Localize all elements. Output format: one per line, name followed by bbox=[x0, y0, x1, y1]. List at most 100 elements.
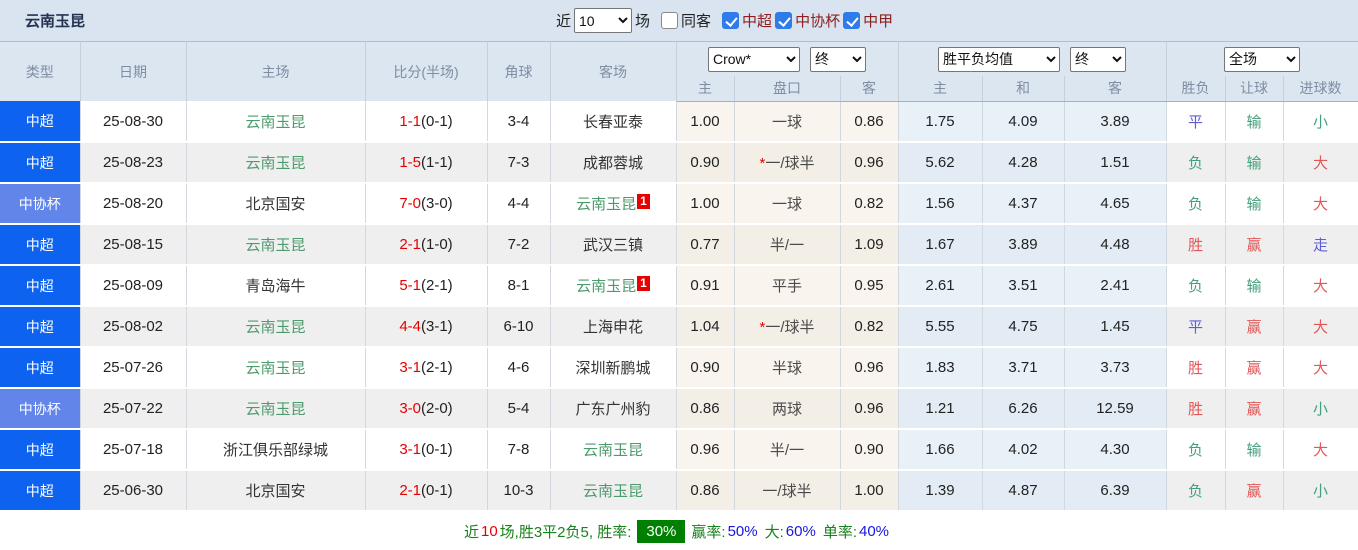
corners-cell: 7-8 bbox=[487, 429, 551, 471]
date-cell: 25-08-30 bbox=[80, 101, 187, 143]
same-away-checkbox[interactable] bbox=[661, 12, 679, 29]
ah-home-odds-cell: 0.77 bbox=[676, 224, 735, 266]
subcol-avg-draw: 和 bbox=[982, 76, 1065, 102]
date-cell: 25-08-15 bbox=[80, 224, 187, 266]
date-cell: 25-07-26 bbox=[80, 347, 187, 389]
ah-home-odds-cell: 1.00 bbox=[676, 101, 735, 143]
away-team-cell: 上海申花 bbox=[550, 306, 677, 348]
away-team-name: 武汉三镇 bbox=[582, 237, 643, 254]
goals-result-cell: 走 bbox=[1283, 224, 1358, 266]
home-team-cell: 云南玉昆 bbox=[186, 224, 366, 266]
ah-away-odds-cell: 0.96 bbox=[840, 347, 899, 389]
league-div1-checkbox[interactable] bbox=[843, 12, 861, 29]
handicap-result-cell: 赢 bbox=[1225, 347, 1284, 389]
result-cell: 负 bbox=[1166, 470, 1226, 512]
team-title: 云南玉昆 bbox=[25, 13, 86, 30]
score-cell: 3-1(0-1) bbox=[365, 429, 488, 471]
recent-count-select[interactable]: 10 bbox=[574, 8, 633, 33]
odds-company-select[interactable]: Crow* bbox=[708, 46, 800, 72]
home-team-cell: 北京国安 bbox=[186, 183, 366, 225]
full-time-score: 1-1 bbox=[399, 112, 421, 130]
subcol-avg-away: 客 bbox=[1064, 76, 1167, 102]
half-time-score: (0-1) bbox=[421, 112, 453, 130]
league-csl-label: 中超 bbox=[742, 13, 773, 30]
date-cell: 25-08-20 bbox=[80, 183, 187, 225]
odds-time-select[interactable]: 终 bbox=[810, 46, 866, 72]
league-cell: 中超 bbox=[0, 306, 81, 348]
goals-result-cell: 小 bbox=[1283, 388, 1358, 430]
home-team-cell: 北京国安 bbox=[186, 470, 366, 512]
home-team-cell: 青岛海牛 bbox=[186, 265, 366, 307]
goals-result-cell: 小 bbox=[1283, 101, 1358, 143]
home-team-name: 云南玉昆 bbox=[245, 360, 306, 377]
ah-away-odds-cell: 1.09 bbox=[840, 224, 899, 266]
score-cell: 2-1(1-0) bbox=[365, 224, 488, 266]
col-header-date: 日期 bbox=[80, 42, 187, 101]
table-row: 中超 25-08-09 青岛海牛 5-1(2-1) 8-1 云南玉昆 1 0.91… bbox=[0, 265, 1358, 307]
avg-home-odds-cell: 1.21 bbox=[898, 388, 983, 430]
league-cup-checkbox[interactable] bbox=[775, 12, 793, 29]
ah-away-odds-cell: 1.00 bbox=[840, 470, 899, 512]
away-team-name: 云南玉昆 bbox=[576, 278, 637, 295]
corners-cell: 3-4 bbox=[487, 101, 551, 143]
home-team-cell: 云南玉昆 bbox=[186, 142, 366, 184]
footer-recent-count: 10 bbox=[480, 522, 498, 540]
home-team-name: 北京国安 bbox=[245, 196, 306, 213]
filter-toolbar: 近 10 场 同客 中超 中协杯 中甲 bbox=[556, 0, 896, 41]
handicap-result-cell: 输 bbox=[1225, 429, 1284, 471]
result-cell: 胜 bbox=[1166, 347, 1226, 389]
table-row: 中超 25-08-02 云南玉昆 4-4(3-1) 6-10 上海申花 1.04… bbox=[0, 306, 1358, 348]
ah-home-odds-cell: 0.86 bbox=[676, 388, 735, 430]
full-time-score: 3-0 bbox=[399, 400, 421, 417]
handicap-result-cell: 赢 bbox=[1225, 224, 1284, 266]
away-team-cell: 云南玉昆 bbox=[550, 429, 677, 471]
win-odds-label: 赢率: bbox=[691, 523, 726, 541]
full-time-score: 7-0 bbox=[399, 195, 421, 212]
corners-cell: 7-3 bbox=[487, 142, 551, 184]
league-cell: 中超 bbox=[0, 470, 81, 512]
table-row: 中超 25-07-26 云南玉昆 3-1(2-1) 4-6 深圳新鹏城 0.90… bbox=[0, 347, 1358, 389]
score-cell: 7-0(3-0) bbox=[365, 183, 488, 225]
avg-draw-odds-cell: 3.89 bbox=[982, 224, 1065, 266]
big-rate-label: 大: bbox=[764, 523, 784, 541]
ah-home-odds-cell: 0.90 bbox=[676, 347, 735, 389]
avg-home-odds-cell: 5.55 bbox=[898, 306, 983, 348]
result-cell: 负 bbox=[1166, 142, 1226, 184]
win-odds-value: 50% bbox=[727, 522, 758, 540]
score-cell: 2-1(0-1) bbox=[365, 470, 488, 512]
away-team-name: 广东广州豹 bbox=[575, 401, 651, 418]
handicap-result-cell: 赢 bbox=[1225, 388, 1284, 430]
matches-table: 类型 日期 主场 比分(半场) 角球 客场 Crow* 终 胜 bbox=[0, 42, 1358, 512]
home-team-name: 青岛海牛 bbox=[245, 278, 306, 295]
home-team-cell: 云南玉昆 bbox=[186, 347, 366, 389]
handicap-star-marker: * bbox=[759, 155, 766, 172]
table-row: 中协杯 25-07-22 云南玉昆 3-0(2-0) 5-4 广东广州豹 0.8… bbox=[0, 388, 1358, 430]
big-rate-value: 60% bbox=[785, 522, 816, 540]
home-team-name: 北京国安 bbox=[245, 483, 306, 500]
avg-time-select[interactable]: 终 bbox=[1070, 46, 1126, 72]
single-rate-value: 40% bbox=[858, 522, 890, 540]
goals-result-cell: 小 bbox=[1283, 470, 1358, 512]
avg-away-odds-cell: 4.48 bbox=[1064, 224, 1167, 266]
corners-cell: 6-10 bbox=[487, 306, 551, 348]
score-cell: 3-0(2-0) bbox=[365, 388, 488, 430]
corners-cell: 5-4 bbox=[487, 388, 551, 430]
ah-home-odds-cell: 1.00 bbox=[676, 183, 735, 225]
avg-odds-group: 胜平负均值 终 bbox=[898, 42, 1167, 76]
avg-home-odds-cell: 2.61 bbox=[898, 265, 983, 307]
league-cell: 中超 bbox=[0, 429, 81, 471]
scope-select[interactable]: 全场 bbox=[1224, 46, 1301, 72]
table-row: 中超 25-08-15 云南玉昆 2-1(1-0) 7-2 武汉三镇 0.77 … bbox=[0, 224, 1358, 266]
away-team-cell: 长春亚泰 bbox=[550, 101, 677, 143]
corners-cell: 8-1 bbox=[487, 265, 551, 307]
handicap-result-cell: 输 bbox=[1225, 142, 1284, 184]
avg-type-select[interactable]: 胜平负均值 bbox=[938, 46, 1060, 72]
result-cell: 负 bbox=[1166, 183, 1226, 225]
subcol-let-result: 让球 bbox=[1225, 76, 1284, 102]
full-time-score: 4-4 bbox=[399, 318, 421, 335]
home-team-cell: 云南玉昆 bbox=[186, 306, 366, 348]
score-cell: 3-1(2-1) bbox=[365, 347, 488, 389]
date-cell: 25-08-09 bbox=[80, 265, 187, 307]
league-csl-checkbox[interactable] bbox=[722, 12, 740, 29]
avg-home-odds-cell: 1.56 bbox=[898, 183, 983, 225]
